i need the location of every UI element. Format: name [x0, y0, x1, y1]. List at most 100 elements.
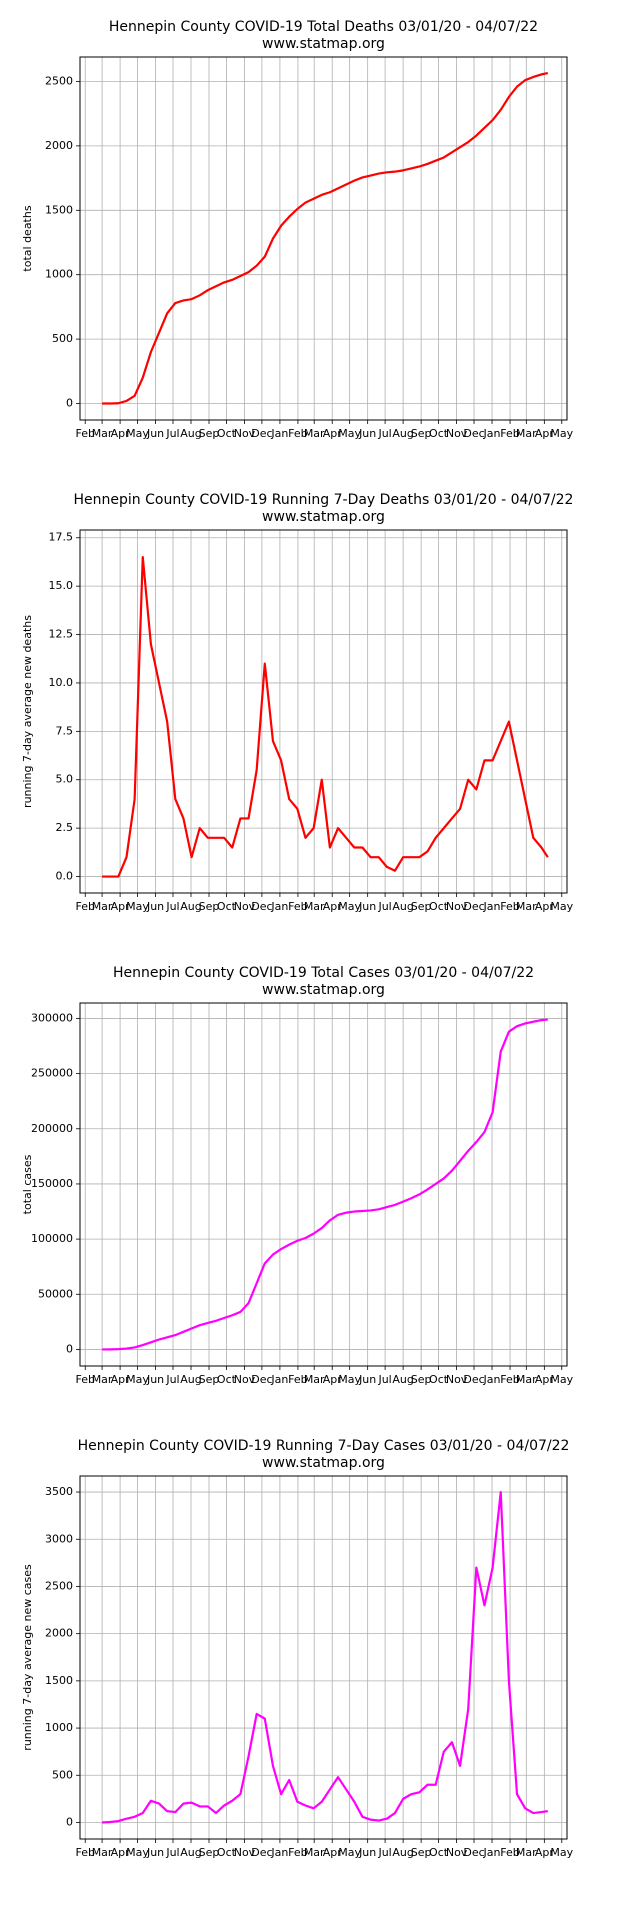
x-tick-label: Mar [516, 427, 537, 440]
x-tick-label: Jul [377, 427, 391, 440]
chart: Hennepin County COVID-19 Total Cases 03/… [21, 965, 574, 1386]
chart-subtitle: www.statmap.org [262, 982, 385, 998]
x-tick-label: Apr [323, 900, 343, 913]
plot-frame [79, 56, 568, 421]
x-tick-label: Feb [500, 1846, 519, 1859]
x-tick-label: Jan [483, 427, 501, 440]
x-tick-label: Oct [429, 900, 449, 913]
x-tick-label: Aug [180, 1373, 201, 1386]
x-tick-label: May [338, 1373, 361, 1386]
x-tick-label: Feb [288, 427, 307, 440]
x-tick-label: Jul [165, 1846, 179, 1859]
x-tick-label: Nov [234, 1846, 256, 1859]
x-tick-label: Jul [165, 427, 179, 440]
x-tick-label: Jun [146, 1373, 164, 1386]
y-tick-label: 10.0 [49, 676, 74, 689]
x-tick-label: Oct [217, 900, 237, 913]
x-tick-label: Mar [92, 1373, 113, 1386]
chart-title: Hennepin County COVID-19 Running 7-Day D… [74, 492, 574, 508]
x-tick-label: Sep [411, 1846, 432, 1859]
x-tick-label: May [126, 900, 149, 913]
x-tick-label: Feb [500, 1373, 519, 1386]
x-tick-label: Feb [500, 427, 519, 440]
y-tick-label: 1000 [45, 268, 73, 281]
x-tick-label: Jun [146, 900, 164, 913]
x-tick-label: Mar [304, 427, 325, 440]
x-tick-label: Apr [111, 1373, 131, 1386]
y-tick-label: 2500 [45, 1579, 73, 1592]
y-tick-label: 17.5 [49, 531, 74, 544]
x-tick-label: Aug [392, 1373, 413, 1386]
x-tick-label: Nov [234, 1373, 256, 1386]
x-tick-label: Apr [535, 427, 555, 440]
y-tick-label: 12.5 [49, 628, 74, 641]
x-tick-label: Oct [429, 1373, 449, 1386]
x-tick-label: Dec [251, 900, 272, 913]
x-tick-label: Nov [234, 427, 256, 440]
x-tick-label: Apr [111, 1846, 131, 1859]
x-tick-label: Mar [304, 900, 325, 913]
x-tick-label: Jan [270, 1846, 288, 1859]
x-tick-label: Oct [429, 427, 449, 440]
chart-subtitle: www.statmap.org [262, 509, 385, 525]
y-tick-label: 1000 [45, 1721, 73, 1734]
x-tick-label: Jun [146, 1846, 164, 1859]
x-tick-label: Sep [411, 900, 432, 913]
x-tick-label: Aug [392, 427, 413, 440]
x-tick-label: Nov [446, 900, 468, 913]
x-tick-label: Dec [251, 1373, 272, 1386]
x-tick-label: May [338, 427, 361, 440]
y-tick-label: 0.0 [56, 870, 74, 883]
x-tick-label: Jun [358, 1846, 376, 1859]
y-tick-label: 100000 [31, 1232, 73, 1245]
x-tick-label: Apr [535, 900, 555, 913]
x-tick-label: Jul [377, 1373, 391, 1386]
x-tick-label: Apr [535, 1846, 555, 1859]
x-tick-label: Mar [304, 1846, 325, 1859]
x-tick-label: Feb [75, 900, 94, 913]
y-tick-label: 1500 [45, 203, 73, 216]
y-tick-label: 5.0 [56, 773, 74, 786]
y-tick-label: 500 [52, 1768, 73, 1781]
x-tick-label: May [126, 1846, 149, 1859]
x-tick-label: Sep [199, 1373, 220, 1386]
chart-title: Hennepin County COVID-19 Total Cases 03/… [113, 965, 534, 981]
y-tick-label: 3000 [45, 1532, 73, 1545]
x-tick-label: Feb [288, 1373, 307, 1386]
x-tick-label: Sep [199, 900, 220, 913]
x-tick-label: Oct [217, 427, 237, 440]
x-tick-label: Feb [500, 900, 519, 913]
x-tick-label: Apr [323, 1846, 343, 1859]
chart: Hennepin County COVID-19 Total Deaths 03… [21, 19, 574, 440]
x-tick-label: Apr [535, 1373, 555, 1386]
y-tick-label: 250000 [31, 1067, 73, 1080]
y-tick-label: 500 [52, 332, 73, 345]
x-tick-label: Sep [199, 1846, 220, 1859]
y-tick-label: 0 [66, 397, 73, 410]
data-line [102, 1018, 548, 1351]
y-tick-label: 0 [66, 1342, 73, 1355]
x-tick-label: Aug [392, 900, 413, 913]
x-tick-label: Oct [429, 1846, 449, 1859]
x-tick-label: Dec [463, 900, 484, 913]
x-tick-label: Nov [446, 427, 468, 440]
x-tick-label: Dec [463, 427, 484, 440]
x-tick-label: Sep [199, 427, 220, 440]
x-tick-label: Jan [270, 1373, 288, 1386]
y-axis-label: running 7-day average new deaths [21, 615, 34, 808]
chart-subtitle: www.statmap.org [262, 1455, 385, 1471]
x-tick-label: Jul [165, 900, 179, 913]
y-tick-label: 2000 [45, 1627, 73, 1640]
x-tick-label: Aug [392, 1846, 413, 1859]
x-tick-label: Jul [165, 1373, 179, 1386]
x-tick-label: Feb [75, 1846, 94, 1859]
x-tick-label: Mar [92, 1846, 113, 1859]
y-tick-label: 3500 [45, 1485, 73, 1498]
x-tick-label: Jun [358, 1373, 376, 1386]
chart-title: Hennepin County COVID-19 Total Deaths 03… [109, 19, 538, 35]
x-tick-label: Nov [446, 1846, 468, 1859]
x-tick-label: Oct [217, 1373, 237, 1386]
x-tick-label: May [550, 1846, 573, 1859]
y-tick-label: 0 [66, 1815, 73, 1828]
y-tick-label: 200000 [31, 1122, 73, 1135]
